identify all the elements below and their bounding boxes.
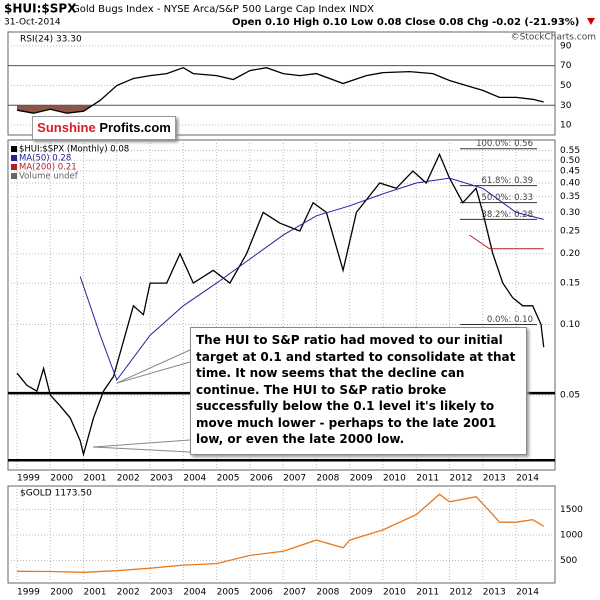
x-tick-label: 2002 <box>117 588 140 598</box>
x-tick-label: 2009 <box>350 474 373 484</box>
fib-label: 100.0%: 0.56 <box>476 139 533 149</box>
callout <box>116 361 191 384</box>
series-line <box>16 66 544 114</box>
x-tick-label: 2008 <box>316 588 339 598</box>
x-tick-label: 2014 <box>516 588 539 598</box>
annotation: The HUI to S&P ratio had moved to our in… <box>190 327 527 455</box>
legend-entry: MA(200) 0.21 <box>19 163 77 173</box>
legend-swatch <box>11 155 17 161</box>
panel-frame <box>7 139 556 471</box>
legend-entry: MA(50) 0.28 <box>19 154 71 164</box>
panel-title: $GOLD 1173.50 <box>20 489 92 499</box>
y-tick-label: 0.10 <box>560 320 580 330</box>
x-tick-label: 2003 <box>150 588 173 598</box>
legend-entry: Volume undef <box>19 172 79 182</box>
x-tick-label: 2007 <box>283 474 306 484</box>
y-tick-label: 10 <box>560 121 572 131</box>
series-line <box>16 493 545 573</box>
y-tick-label: 0.05 <box>560 391 580 401</box>
x-tick-label: 2013 <box>483 588 506 598</box>
y-tick-label: 90 <box>560 41 572 51</box>
y-tick-label: 0.30 <box>560 208 580 218</box>
x-tick-label: 2009 <box>350 588 373 598</box>
panel-title: RSI(24) 33.30 <box>20 35 82 45</box>
x-tick-label: 2012 <box>450 474 473 484</box>
panels: 10 30 50 70 90 RSI(24) 33.30 0.550.500.45 0.40 0… <box>7 31 583 598</box>
x-tick-label: 2013 <box>483 474 506 484</box>
x-tick-label: 2002 <box>117 474 140 484</box>
legend-swatch <box>11 164 17 170</box>
y-tick-label: 0.20 <box>560 249 580 259</box>
fib-label: 61.8%: 0.39 <box>482 176 534 186</box>
y-tick-label: 500 <box>560 556 577 566</box>
x-tick-label: 2007 <box>283 588 306 598</box>
down-arrow <box>587 18 595 25</box>
x-tick-label: 2001 <box>84 588 107 598</box>
x-tick-label: 2003 <box>150 474 173 484</box>
y-tick-label: 0.35 <box>560 192 580 202</box>
logo-second: Profits.com <box>99 120 171 135</box>
x-tick-label: 2000 <box>50 474 73 484</box>
x-tick-label: 2005 <box>217 474 240 484</box>
x-tick-label: 2011 <box>416 474 439 484</box>
panel-frame <box>7 31 556 136</box>
legend-swatch <box>11 173 17 179</box>
fib-label: 38.2%: 0.28 <box>482 210 534 220</box>
callout <box>92 446 191 453</box>
x-tick-label: 2010 <box>383 474 406 484</box>
y-tick-label: 1500 <box>560 505 583 515</box>
fib-label: 0.0%: 0.10 <box>487 315 533 325</box>
panel-frame <box>7 485 556 584</box>
x-tick-label: 2000 <box>50 588 73 598</box>
y-tick-label: 0.55 <box>560 146 580 156</box>
fib-label: 50.0%: 0.33 <box>482 193 534 203</box>
y-tick-label: 50 <box>560 81 572 91</box>
y-tick-label: 0.40 <box>560 179 580 189</box>
x-tick-label: 2005 <box>217 588 240 598</box>
rsi-fill <box>16 105 93 114</box>
x-tick-label: 2011 <box>416 588 439 598</box>
x-tick-label: 2004 <box>183 474 206 484</box>
x-tick-label: 2006 <box>250 588 273 598</box>
subtitle: Gold Bugs Index - NYSE Arca/S&P 500 Larg… <box>72 4 374 15</box>
y-tick-label: 30 <box>560 101 572 111</box>
logo: Sunshine Profits.com <box>32 116 176 140</box>
legend-entry: $HUI:$SPX (Monthly) 0.08 <box>19 145 129 155</box>
series-line <box>469 234 544 250</box>
y-tick-label: 0.15 <box>560 279 580 289</box>
watermark: ©StockCharts.com <box>511 33 596 43</box>
date: 31-Oct-2014 <box>4 18 61 28</box>
x-tick-label: 2006 <box>250 474 273 484</box>
x-tick-label: 2010 <box>383 588 406 598</box>
symbol: $HUI:$SPX <box>4 2 77 16</box>
y-tick-label: 70 <box>560 61 572 71</box>
x-tick-label: 2001 <box>84 474 107 484</box>
series-line <box>79 177 544 382</box>
series-line <box>16 152 545 457</box>
y-tick-label: 0.25 <box>560 226 580 236</box>
callout <box>92 439 191 448</box>
x-tick-label: 1999 <box>17 474 40 484</box>
logo-first: Sunshine <box>37 120 96 135</box>
x-tick-label: 2004 <box>183 588 206 598</box>
y-tick-label: 0.45 <box>560 167 580 177</box>
y-tick-label: 1000 <box>560 531 583 541</box>
y-tick-label: 0.50 <box>560 156 580 166</box>
x-tick-label: 1999 <box>17 588 40 598</box>
x-tick-label: 2012 <box>450 588 473 598</box>
legend-swatch <box>11 146 17 152</box>
x-tick-label: 2014 <box>516 474 539 484</box>
callout <box>116 349 191 384</box>
quote: Open 0.10 High 0.10 Low 0.08 Close 0.08 … <box>232 17 579 28</box>
x-tick-label: 2008 <box>316 474 339 484</box>
